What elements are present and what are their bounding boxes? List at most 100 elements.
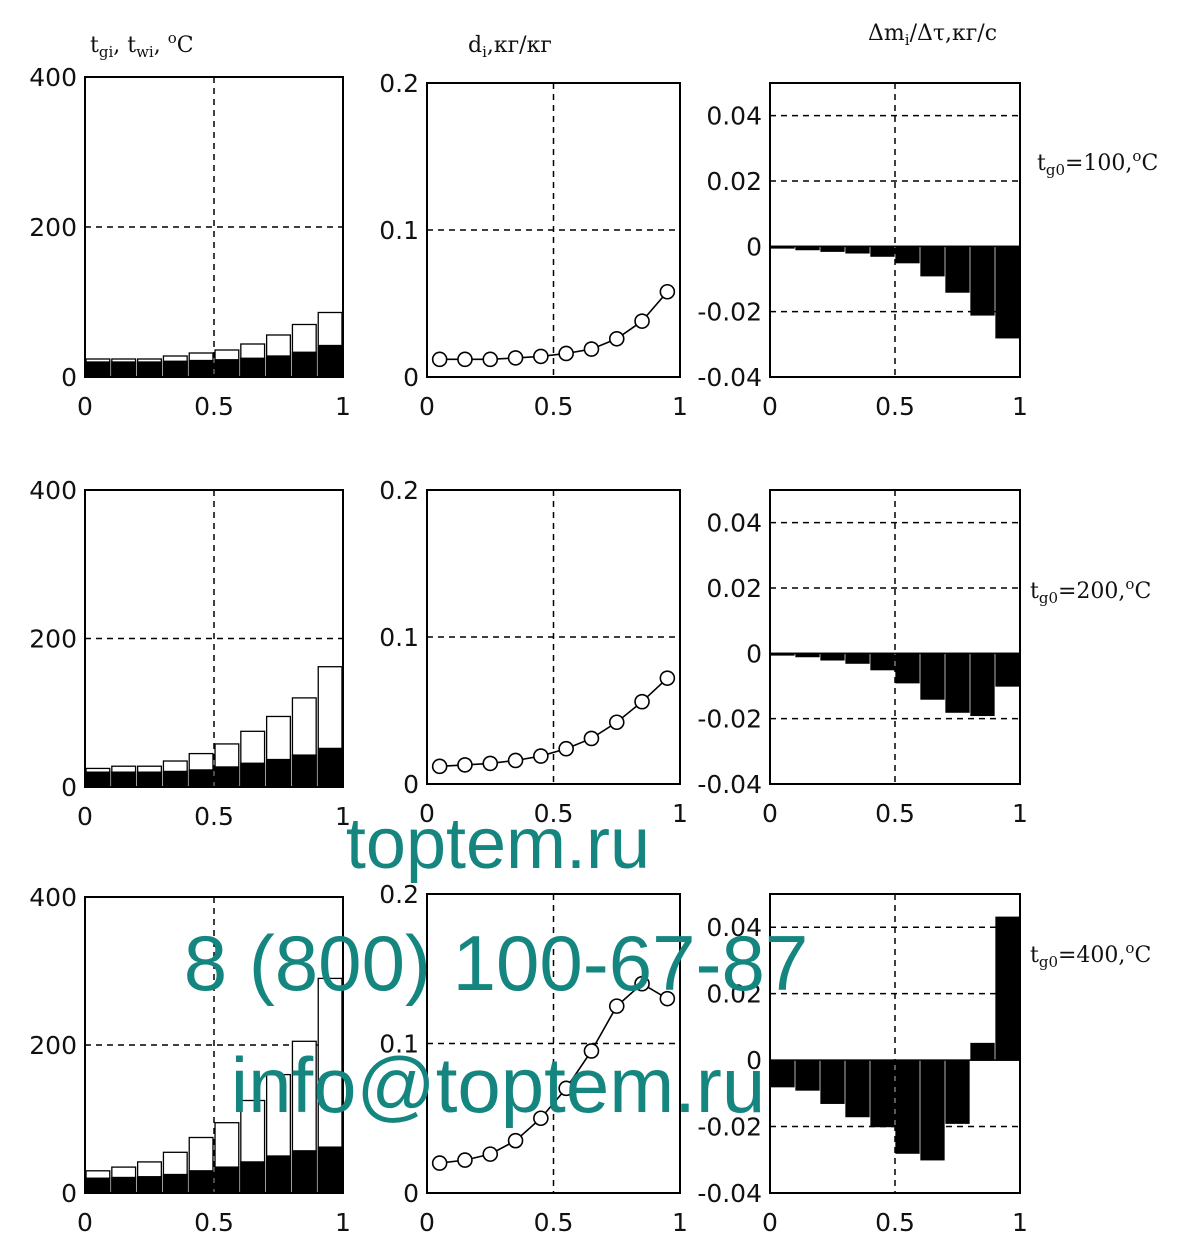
- bar: [188, 769, 214, 788]
- y-tick-label: 0.2: [379, 880, 419, 909]
- x-tick-label: 0.5: [194, 802, 234, 831]
- bar: [188, 359, 214, 378]
- watermark-email: info@toptem.ru: [231, 1041, 765, 1129]
- data-point: [533, 1110, 549, 1127]
- data-point: [634, 975, 650, 992]
- x-tick-label: 1: [335, 802, 351, 831]
- x-tick-label: 1: [1012, 799, 1028, 828]
- bar: [214, 1166, 240, 1194]
- bar: [240, 762, 266, 788]
- panel-temp-400: 0 0.5 1 0 200 400: [29, 883, 351, 1237]
- plot-frame: [769, 893, 1021, 1194]
- bar: [920, 1059, 945, 1161]
- bar: [895, 1059, 920, 1154]
- series-line: [439, 677, 668, 768]
- data-point: [482, 755, 499, 772]
- bar: [265, 758, 292, 788]
- x-tick-label: 1: [1012, 392, 1028, 421]
- plot-frame: [426, 82, 681, 378]
- y-tick-label: 0.2: [379, 69, 419, 98]
- x-tick-label: 0: [419, 392, 435, 421]
- x-tick-label: 0: [419, 799, 435, 828]
- watermark-site: toptem.ru: [346, 804, 650, 884]
- y-tick-label: -0.04: [697, 363, 762, 392]
- y-tick-label: -0.04: [697, 770, 762, 799]
- data-point: [431, 1155, 448, 1171]
- panel-temp-100: 0 0.5 1 0 200 400: [29, 63, 351, 421]
- panel-moist-100: 0 0.5 1 0 0.1 0.2: [379, 69, 688, 421]
- y-tick-label: 0: [403, 1179, 419, 1208]
- series-line: [439, 291, 668, 361]
- y-tick-label: 0.1: [379, 1030, 419, 1059]
- data-point: [659, 990, 676, 1007]
- x-tick-label: 0.5: [875, 1208, 915, 1237]
- y-tick-label: 400: [29, 63, 77, 92]
- plot-frame: [84, 896, 344, 1194]
- x-tick-label: 0: [77, 802, 93, 831]
- data-point: [457, 351, 473, 368]
- bar: [945, 652, 970, 713]
- y-tick-label: -0.02: [697, 1113, 762, 1142]
- x-tick-label: 1: [1012, 1208, 1028, 1237]
- data-point: [634, 693, 650, 710]
- data-point: [608, 998, 625, 1014]
- bar: [162, 770, 188, 788]
- panel-moist-400: 0 0.5 1 0 0.1 0.2: [379, 880, 688, 1237]
- x-tick-label: 1: [335, 1208, 351, 1237]
- bar: [945, 1059, 970, 1124]
- y-tick-label: 0.02: [706, 167, 762, 196]
- bar: [995, 652, 1020, 687]
- x-tick-label: 0: [77, 1208, 93, 1237]
- bar: [162, 360, 188, 378]
- bar: [895, 245, 920, 264]
- bar: [214, 766, 240, 788]
- bar: [820, 652, 845, 661]
- bar: [291, 754, 317, 788]
- data-point: [583, 341, 600, 357]
- bar: [85, 361, 111, 378]
- bar: [265, 1155, 292, 1194]
- y-tick-label: 200: [29, 1031, 77, 1060]
- bar: [291, 351, 317, 378]
- x-tick-label: 1: [672, 1208, 688, 1237]
- data-point: [583, 1043, 600, 1059]
- x-tick-label: 0.5: [194, 392, 234, 421]
- y-tick-label: -0.04: [697, 1179, 762, 1208]
- bar: [136, 361, 163, 378]
- data-point: [457, 1152, 473, 1168]
- panel-mass-100: 0 0.5 1 -0.04 -0.02 0 0.02 0.04: [697, 82, 1028, 421]
- series-line: [439, 982, 668, 1164]
- data-point: [659, 283, 676, 300]
- plot-frame: [769, 489, 1021, 785]
- data-point: [457, 757, 473, 773]
- bar: [136, 771, 163, 788]
- plot-frame: [84, 489, 344, 788]
- y-tick-label: 0.04: [706, 509, 762, 538]
- data-point: [431, 351, 448, 368]
- bar: [770, 1059, 795, 1088]
- data-point: [558, 345, 574, 362]
- bar: [970, 1042, 995, 1061]
- y-tick-label: 400: [29, 883, 77, 912]
- plot-frame: [426, 489, 681, 785]
- data-point: [583, 730, 600, 747]
- y-tick-label: 0: [403, 770, 419, 799]
- bar: [214, 359, 240, 378]
- row-label-100: tg0=100,oC: [1037, 147, 1158, 179]
- panel-temp-200: 0 0.5 1 0 200 400: [29, 476, 351, 831]
- bar: [240, 357, 266, 378]
- y-tick-label: 0: [61, 363, 77, 392]
- panel-moist-200: 0 0.5 1 0 0.1 0.2: [379, 476, 688, 828]
- x-tick-label: 0.5: [534, 1208, 574, 1237]
- x-tick-label: 0: [762, 799, 778, 828]
- bar: [995, 245, 1020, 339]
- bar: [895, 652, 920, 684]
- data-point: [507, 752, 524, 769]
- data-point: [558, 1080, 574, 1097]
- bar: [820, 1059, 845, 1104]
- x-tick-label: 0.5: [534, 799, 574, 828]
- x-tick-label: 1: [672, 392, 688, 421]
- bar: [870, 1059, 895, 1128]
- plot-frame: [426, 893, 681, 1194]
